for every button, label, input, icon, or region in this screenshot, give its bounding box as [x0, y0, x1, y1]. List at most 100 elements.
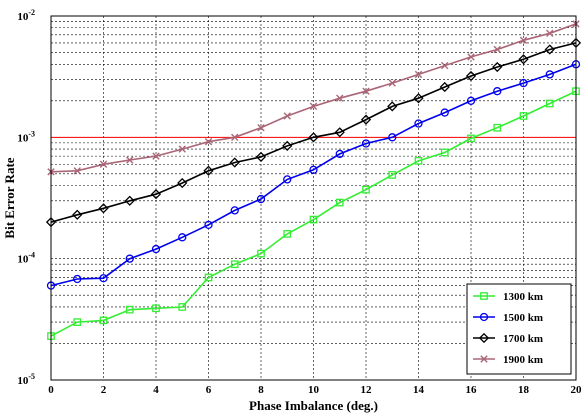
series [45, 37, 582, 228]
data-point-marker [334, 127, 345, 138]
series [47, 87, 580, 340]
data-point-marker [283, 230, 292, 238]
series-line [50, 90, 577, 337]
legend-item: 1700 km [473, 332, 543, 345]
data-point-marker [362, 185, 370, 194]
data-point-marker [230, 206, 239, 215]
legend-label: 1500 km [503, 312, 543, 324]
plot-frame [50, 15, 577, 381]
data-point-marker [178, 233, 187, 242]
x-tick-label: 4 [153, 384, 159, 396]
data-point-marker [480, 355, 488, 363]
data-point-marker [152, 152, 160, 160]
data-point-marker [492, 61, 503, 73]
data-point-marker [467, 134, 475, 143]
y-tick-label: 10-2 [17, 8, 35, 23]
x-tick-label: 12 [361, 384, 373, 396]
data-point-marker [204, 220, 213, 229]
data-point-marker [98, 203, 109, 214]
data-point-marker [125, 254, 134, 263]
data-point-marker [519, 78, 528, 88]
data-point-marker [545, 70, 554, 79]
data-point-marker [440, 108, 449, 117]
x-tick-label: 6 [206, 384, 212, 396]
data-point-marker [99, 274, 108, 283]
x-axis-ticks: 0 2 4 6 8 10 12 14 16 18 20 [48, 384, 582, 396]
data-point-marker [479, 312, 489, 322]
x-tick-label: 14 [413, 384, 425, 396]
data-point-marker [414, 70, 423, 79]
data-point-marker [178, 145, 186, 153]
plot-series [45, 20, 582, 340]
data-point-marker [282, 140, 293, 152]
y-tick-label: 10-5 [17, 372, 35, 387]
data-point-marker [440, 148, 449, 157]
data-point-marker [308, 132, 319, 143]
series [47, 20, 580, 176]
data-point-marker [283, 112, 291, 120]
data-point-marker [73, 167, 81, 175]
legend-item: 1300 km [473, 291, 543, 303]
data-point-marker [124, 195, 135, 206]
legend-item: 1500 km [473, 312, 543, 324]
data-point-marker [204, 138, 213, 146]
data-point-marker [544, 44, 555, 55]
data-point-marker [336, 94, 344, 102]
data-point-marker [361, 139, 371, 148]
data-point-marker [231, 133, 239, 142]
data-point-marker [414, 157, 423, 165]
data-point-marker [360, 114, 372, 125]
y-axis-title: Bit Error Rate [2, 157, 17, 238]
data-point-marker [439, 81, 450, 93]
data-point-marker [309, 165, 318, 174]
data-point-marker [151, 244, 161, 254]
series-line [50, 42, 577, 223]
data-point-marker [546, 29, 554, 38]
data-point-marker [388, 171, 397, 179]
x-tick-label: 0 [48, 384, 54, 396]
data-point-marker [204, 273, 213, 282]
data-point-marker [387, 101, 398, 112]
data-point-marker [229, 157, 240, 168]
data-point-marker [362, 87, 370, 95]
data-point-marker [388, 79, 396, 87]
legend-label: 1900 km [503, 354, 543, 366]
data-point-marker [126, 156, 134, 164]
data-point-marker [152, 304, 160, 313]
data-point-marker [178, 303, 187, 311]
x-tick-label: 16 [466, 384, 478, 396]
data-point-marker [388, 133, 397, 142]
data-point-marker [493, 123, 502, 132]
y-tick-label: 10-4 [17, 251, 35, 266]
legend: 1300 km 1500 km 1700 km 1900 km [466, 283, 572, 375]
data-point-marker [335, 198, 344, 207]
data-point-marker [466, 96, 476, 105]
data-point-marker [72, 209, 83, 220]
data-point-marker [309, 215, 318, 224]
x-tick-label: 2 [101, 384, 107, 396]
data-point-marker [256, 194, 266, 204]
data-point-marker [465, 70, 477, 82]
x-tick-label: 10 [308, 384, 320, 396]
data-point-marker [73, 274, 82, 284]
data-point-marker [519, 36, 528, 45]
data-point-marker [493, 45, 501, 54]
legend-label: 1700 km [503, 333, 543, 345]
data-point-marker [441, 61, 449, 70]
data-point-marker [309, 102, 318, 111]
x-axis-title: Phase Imbalance (deg.) [249, 398, 378, 413]
data-point-marker [257, 124, 265, 132]
data-point-marker [177, 177, 188, 189]
x-tick-label: 20 [571, 384, 582, 396]
data-point-marker [545, 99, 554, 108]
data-point-marker [150, 189, 162, 200]
data-point-marker [99, 160, 108, 168]
y-axis-ticks: 10-2 10-3 10-4 10-5 [17, 8, 35, 387]
data-point-marker [230, 260, 239, 269]
data-point-marker [257, 249, 265, 258]
data-point-marker [203, 165, 214, 176]
legend-item: 1900 km [473, 354, 543, 366]
data-point-marker [125, 305, 134, 314]
data-point-marker [518, 54, 529, 65]
